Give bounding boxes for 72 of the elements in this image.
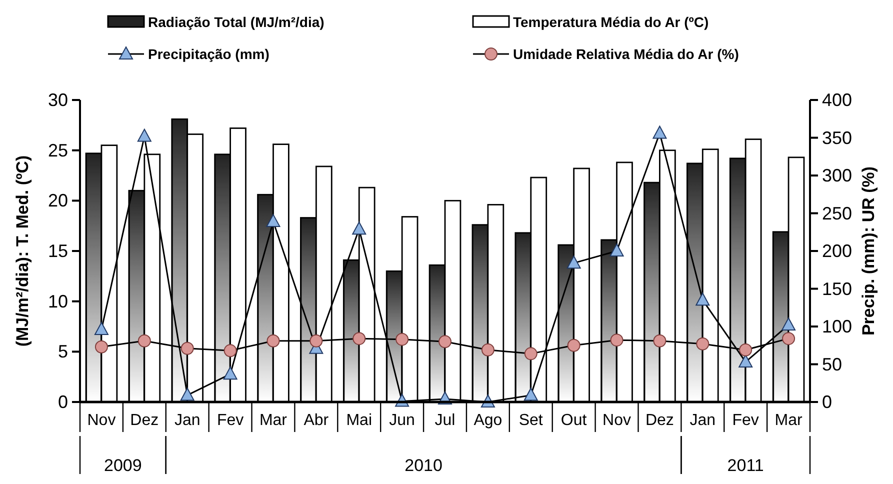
- y2-tick-label: 150: [822, 278, 852, 299]
- point: [696, 337, 710, 350]
- point: [782, 332, 796, 346]
- y2-axis-title: Precip. (mm): UR (%): [859, 166, 878, 336]
- legend-label: Radiação Total (MJ/m²/dia): [148, 14, 324, 30]
- point: [94, 340, 108, 354]
- y-tick-label: 0: [58, 392, 68, 412]
- point: [352, 222, 366, 235]
- y-tick-label: 30: [48, 90, 68, 110]
- y-tick-label: 10: [48, 291, 68, 312]
- point: [566, 256, 581, 269]
- text: 2010: [404, 456, 442, 475]
- point: [738, 354, 753, 368]
- point: [524, 347, 538, 360]
- x-tick-label: Nov: [87, 412, 116, 429]
- x-tick-label: Mar: [774, 412, 803, 429]
- point: [137, 128, 152, 142]
- y2-tick-label: 350: [822, 128, 852, 148]
- point: [223, 366, 238, 380]
- y2-tick-label: 100: [822, 316, 852, 336]
- x-tick-label: Dez: [130, 412, 159, 429]
- x-tick-label: Mar: [259, 412, 288, 429]
- x-tick-label: Jan: [690, 412, 716, 429]
- point: [610, 244, 624, 256]
- point: [610, 334, 624, 347]
- point: [739, 343, 752, 356]
- y-axis-title: (MJ/m²/dia): T. Med. (ºC): [13, 155, 32, 347]
- legend-label: Umidade Relativa Média do Ar (%): [513, 46, 739, 62]
- point: [352, 332, 366, 346]
- point: [481, 343, 494, 356]
- point: [653, 334, 666, 348]
- text: 2009: [104, 456, 142, 475]
- x-tick-label: Jan: [174, 412, 200, 429]
- y-tick-label: 20: [48, 190, 68, 211]
- x-tick-label: Jun: [389, 412, 415, 429]
- point: [180, 342, 194, 355]
- y2-tick-label: 250: [822, 203, 852, 224]
- x-tick-label: Dez: [645, 412, 674, 429]
- y2-tick-label: 0: [822, 392, 832, 412]
- x-tick-label: Mai: [346, 412, 372, 429]
- x-tick-label: Jul: [434, 412, 456, 429]
- y2-tick-label: 400: [822, 90, 852, 110]
- x-tick-label: Set: [518, 412, 544, 429]
- point: [94, 322, 108, 336]
- y2-tick-label: 200: [822, 241, 852, 261]
- point: [266, 334, 280, 348]
- y-tick-label: 25: [48, 140, 68, 160]
- x-tick-label: Nov: [602, 412, 631, 429]
- point: [782, 317, 796, 330]
- x-tick-label: Abr: [304, 412, 330, 429]
- x-tick-label: Fev: [732, 412, 759, 429]
- x-tick-label: Fev: [216, 412, 244, 429]
- y-tick-label: 5: [58, 342, 68, 362]
- point: [180, 388, 194, 401]
- point: [138, 334, 151, 348]
- x-tick-label: Ago: [474, 412, 502, 429]
- point: [652, 126, 667, 139]
- point: [567, 338, 580, 352]
- y2-tick-label: 300: [822, 166, 852, 186]
- point: [266, 214, 280, 228]
- x-tick-label: Out: [560, 412, 588, 429]
- point: [396, 332, 409, 346]
- y-tick-label: 15: [48, 241, 68, 261]
- point: [224, 344, 237, 358]
- point: [310, 334, 323, 348]
- legend-label: Temperatura Média do Ar (ºC): [513, 14, 709, 30]
- point: [438, 335, 452, 348]
- point: [696, 292, 710, 306]
- point: [524, 388, 538, 401]
- legend-label: Precipitação (mm): [148, 46, 270, 62]
- y2-tick-label: 50: [822, 354, 842, 374]
- text: 2011: [727, 456, 764, 475]
